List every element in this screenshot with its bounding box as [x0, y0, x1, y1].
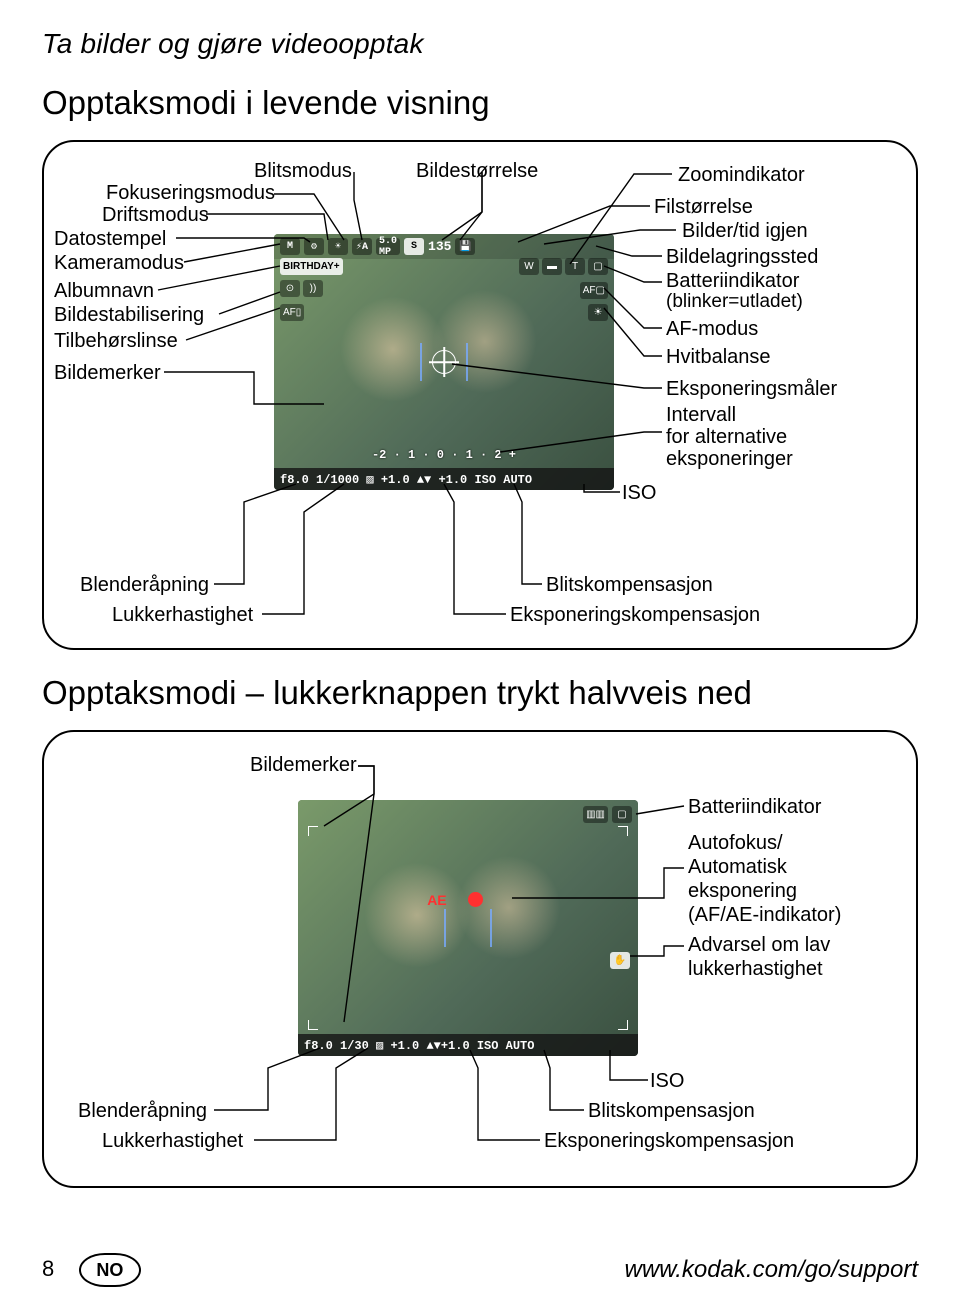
lbl2-blitskomp: Blitskompensasjon — [588, 1100, 755, 1122]
lbl-tilbehorslinse: Tilbehørslinse — [54, 330, 178, 352]
lbl-albumnavn: Albumnavn — [54, 280, 154, 302]
lbl-zoomindikator: Zoomindikator — [678, 164, 805, 186]
lbl-iso: ISO — [622, 482, 656, 504]
lbl-intervall: Intervall — [666, 404, 736, 426]
lbl-driftsmodus: Driftsmodus — [102, 204, 209, 226]
lbl2-blender: Blenderåpning — [78, 1100, 207, 1122]
section-heading-1: Opptaksmodi i levende visning — [42, 84, 918, 122]
diagram-2: ▥▥▢ AE ✋ f8.0 1/30 ▨ +1.0 ▲▼+1.0 ISO AUT… — [42, 730, 918, 1188]
lbl-intervall3: eksponeringer — [666, 448, 793, 470]
lbl2-adv1: Advarsel om lav — [688, 934, 830, 956]
lbl2-batteri: Batteriindikator — [688, 796, 821, 818]
lbl2-bildemerker: Bildemerker — [250, 754, 357, 776]
diagram-1: M⚙☀ ⚡A5.0MP S135 💾 BIRTHDAY+ W▬T▢ ⊙)) AF… — [42, 140, 918, 650]
lbl2-lukker: Lukkerhastighet — [102, 1130, 243, 1152]
lbl-bilder-tid: Bilder/tid igjen — [682, 220, 808, 242]
lbl2-af4: (AF/AE-indikator) — [688, 904, 841, 926]
lbl2-af1: Autofokus/ — [688, 832, 783, 854]
lbl2-adv2: lukkerhastighet — [688, 958, 823, 980]
page-number: 8 — [42, 1256, 54, 1281]
camera-lcd-2: ▥▥▢ AE ✋ f8.0 1/30 ▨ +1.0 ▲▼+1.0 ISO AUT… — [298, 800, 638, 1056]
footer-url: www.kodak.com/go/support — [625, 1256, 918, 1284]
lbl-batteri-sub: (blinker=utladet) — [666, 292, 803, 313]
page-header: Ta bilder og gjøre videoopptak — [42, 28, 918, 60]
lbl-batteriindikator: Batteriindikator — [666, 270, 799, 292]
lbl-datostempel: Datostempel — [54, 228, 166, 250]
page-footer: 8 NO www.kodak.com/go/support — [42, 1253, 918, 1287]
lbl2-af3: eksponering — [688, 880, 797, 902]
exposure-scale: -2 · 1 · 0 · 1 · 2 + — [372, 448, 516, 462]
lcd2-bottom-bar: f8.0 1/30 ▨ +1.0 ▲▼+1.0 ISO AUTO — [298, 1034, 638, 1056]
lbl-afmodus: AF-modus — [666, 318, 758, 340]
lbl-blenderapning: Blenderåpning — [80, 574, 209, 596]
lbl2-ekspkomp: Eksponeringskompensasjon — [544, 1130, 794, 1152]
lbl-hvitbalanse: Hvitbalanse — [666, 346, 771, 368]
lang-badge: NO — [79, 1253, 141, 1287]
lbl-intervall2: for alternative — [666, 426, 787, 448]
lbl-bildelagringssted: Bildelagringssted — [666, 246, 818, 268]
lbl-blitskomp: Blitskompensasjon — [546, 574, 713, 596]
lbl-bildestorrelse: Bildestørrelse — [416, 160, 538, 182]
camera-lcd-1: M⚙☀ ⚡A5.0MP S135 💾 BIRTHDAY+ W▬T▢ ⊙)) AF… — [274, 234, 614, 490]
lcd1-top-row: M⚙☀ ⚡A5.0MP S135 💾 — [274, 234, 614, 259]
lbl2-af2: Automatisk — [688, 856, 787, 878]
lbl-ekspkomp: Eksponeringskompensasjon — [510, 604, 760, 626]
lbl-bildestabilisering: Bildestabilisering — [54, 304, 204, 326]
lbl-kameramodus: Kameramodus — [54, 252, 184, 274]
lbl-lukkerhastighet: Lukkerhastighet — [112, 604, 253, 626]
lbl-blitsmodus: Blitsmodus — [254, 160, 352, 182]
lbl2-iso: ISO — [650, 1070, 684, 1092]
lbl-bildemerker: Bildemerker — [54, 362, 161, 384]
lbl-filstorrelse: Filstørrelse — [654, 196, 753, 218]
lbl-fokuseringsmodus: Fokuseringsmodus — [106, 182, 275, 204]
lcd1-bottom-bar: f8.0 1/1000 ▨ +1.0 ▲▼ +1.0 ISO AUTO — [274, 468, 614, 490]
section-heading-2: Opptaksmodi – lukkerknappen trykt halvve… — [42, 674, 918, 712]
lbl-eksponeringsmaler: Eksponeringsmåler — [666, 378, 837, 400]
